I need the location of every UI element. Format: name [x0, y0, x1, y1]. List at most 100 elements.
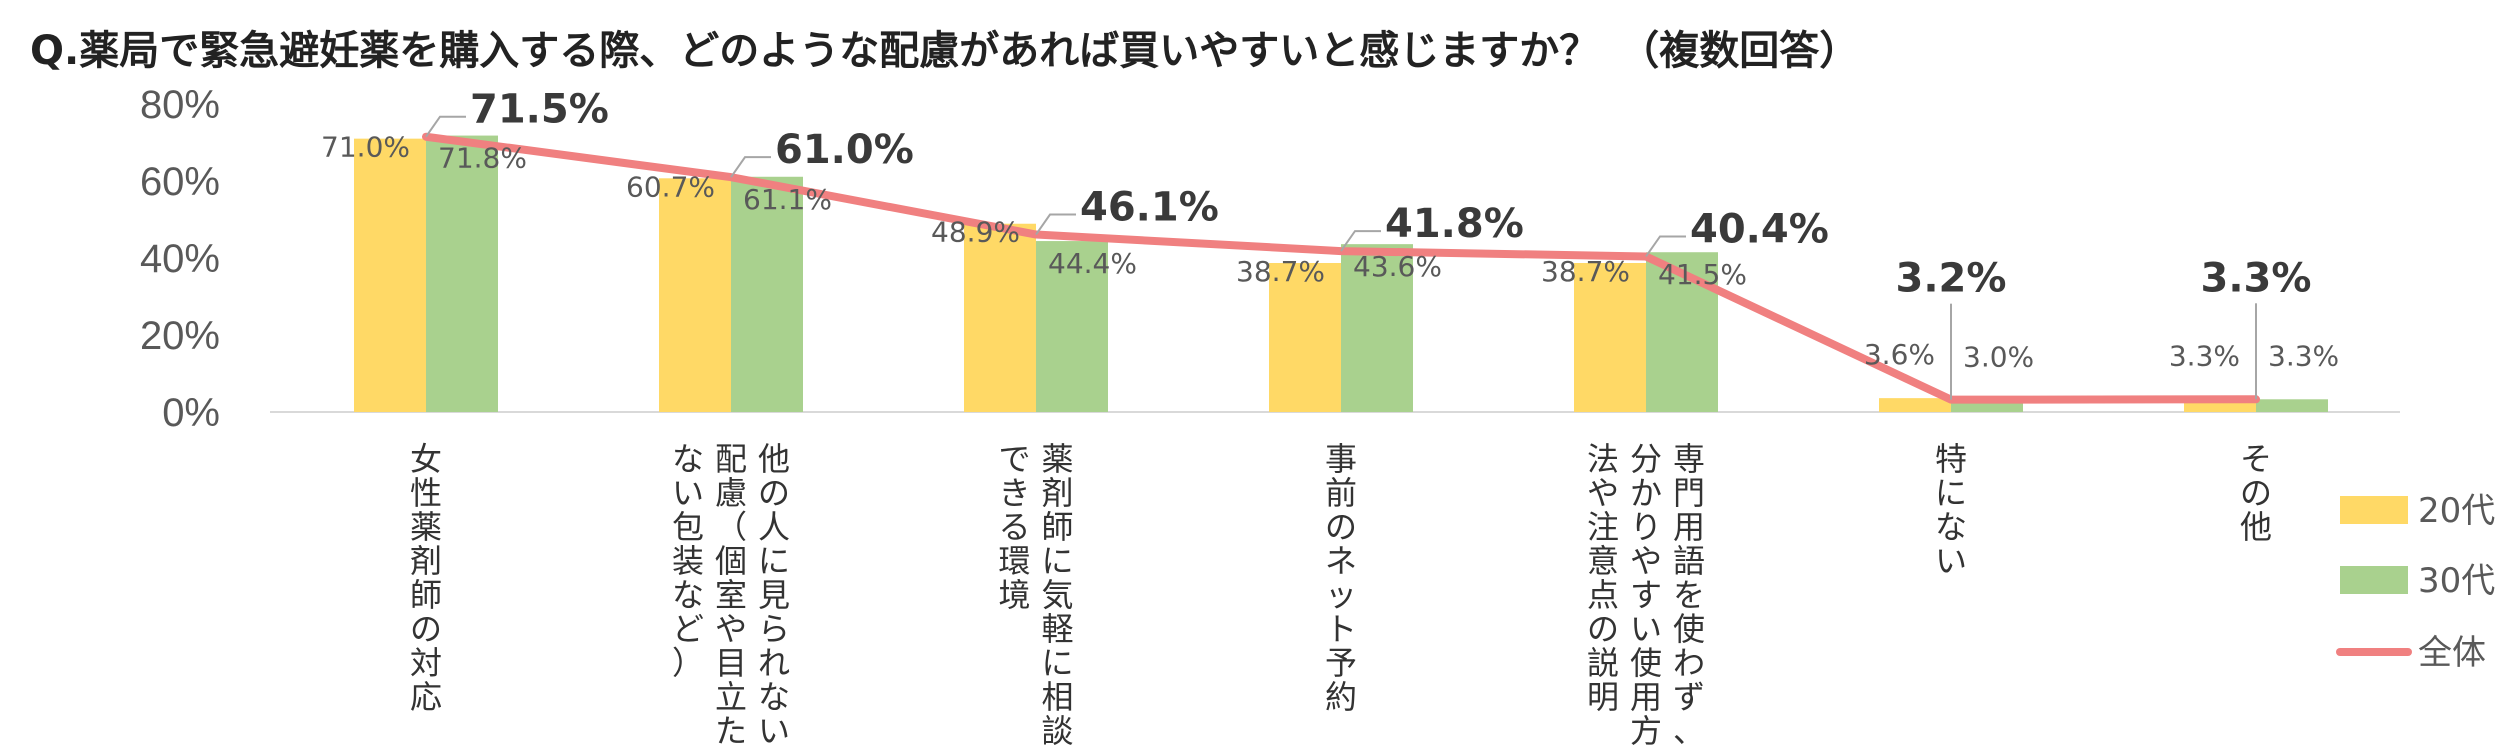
category-char: 約 — [1325, 678, 1357, 716]
bar-20s — [964, 223, 1036, 412]
bar-30s — [1646, 252, 1718, 412]
leader-line — [425, 115, 466, 138]
category-char: い — [1630, 610, 1662, 648]
y-tick-label: 60% — [140, 160, 220, 204]
category-char: な — [758, 678, 790, 716]
category-char: 特 — [1935, 440, 1967, 478]
category-char: な — [1935, 508, 1967, 546]
category-char: （ — [715, 508, 747, 546]
category-char: 配 — [715, 440, 747, 478]
chart-title: Q.薬局で緊急避妊薬を購入する際、どのような配慮があれば買いやすいと感じますか？… — [30, 28, 1860, 74]
category-char: 用 — [1673, 508, 1705, 546]
category-char: 他 — [758, 440, 790, 478]
category-char: 女 — [410, 440, 442, 478]
category-char: 法 — [1587, 440, 1619, 478]
category-char: な — [672, 440, 704, 478]
category-char: 使 — [1673, 610, 1705, 648]
bar-30s — [1036, 241, 1108, 412]
category-char: 見 — [758, 576, 790, 614]
category-char: す — [1630, 576, 1662, 614]
bars — [354, 135, 2328, 412]
category-char: ） — [672, 644, 704, 682]
category-labels: 女性薬剤師の対応他の人に見られない配慮（個室や目立たない包装など）薬剤師に気軽に… — [410, 440, 2272, 750]
category-char: 事 — [1325, 440, 1357, 478]
category-char: の — [410, 610, 442, 648]
bar-label-20s: 3.3% — [2169, 339, 2240, 372]
category-char: そ — [2240, 440, 2272, 478]
bar-label-20s: 38.7% — [1236, 255, 1325, 288]
bar-30s — [426, 135, 498, 412]
leader-line — [1645, 235, 1686, 258]
bar-label-30s: 41.5% — [1658, 258, 1747, 291]
category-char: や — [1587, 474, 1619, 512]
y-tick-label: 80% — [140, 83, 220, 127]
category-char: 慮 — [715, 474, 747, 512]
total-label: 40.4% — [1690, 206, 1829, 252]
leader-line — [730, 156, 771, 178]
category-char: 相 — [1041, 678, 1073, 716]
category-char: 方 — [1630, 712, 1662, 750]
category-char: た — [715, 712, 747, 750]
category-char: 室 — [715, 576, 747, 614]
category-char: の — [2240, 474, 2272, 512]
category-char: り — [1630, 508, 1662, 546]
category-char: に — [1935, 474, 1967, 512]
bar-label-30s: 71.8% — [438, 142, 527, 175]
category-char: 点 — [1587, 576, 1619, 614]
bar-label-30s: 43.6% — [1353, 250, 1442, 283]
category-char: 応 — [410, 678, 442, 716]
y-tick-label: 20% — [140, 314, 220, 358]
category-char: ず — [1673, 678, 1705, 716]
bar-30s — [1341, 244, 1413, 412]
category-char: 剤 — [410, 542, 442, 580]
category-char: に — [758, 542, 790, 580]
bar-30s — [1951, 400, 2023, 412]
bar-30s — [731, 176, 803, 412]
category-char: い — [1935, 542, 1967, 580]
category-char: い — [672, 474, 704, 512]
category-char: 薬 — [1041, 440, 1073, 478]
category-char: の — [758, 474, 790, 512]
category-char: ど — [672, 610, 704, 648]
bar-label-30s: 3.0% — [1963, 340, 2034, 373]
total-label: 41.8% — [1385, 201, 1524, 247]
category-char: ッ — [1325, 576, 1357, 614]
category-char: 環 — [998, 542, 1030, 580]
leader-line — [1340, 230, 1381, 252]
category-char: 目 — [715, 644, 747, 682]
category-char: の — [1325, 508, 1357, 546]
category-char: 剤 — [1041, 474, 1073, 512]
category-char: き — [998, 474, 1030, 512]
y-axis: 0% 20% 40% 60% 80% — [140, 83, 2400, 435]
bar-30s — [2256, 399, 2328, 412]
category-char: 説 — [1587, 644, 1619, 682]
bar-20s — [354, 138, 426, 412]
category-char: 明 — [1587, 678, 1619, 716]
y-tick-label: 0% — [162, 391, 220, 435]
bar-label-20s: 60.7% — [626, 170, 715, 203]
legend-swatch-20s — [2340, 496, 2408, 524]
category-char: 個 — [715, 542, 747, 580]
category-label-column: その他 — [2240, 440, 2272, 546]
category-char: ネ — [1325, 542, 1357, 580]
legend-label-total: 全体 — [2418, 633, 2486, 673]
category-char: い — [758, 712, 790, 750]
category-char: を — [1673, 576, 1705, 614]
category-char: 意 — [1587, 542, 1619, 580]
category-char: ト — [1325, 610, 1357, 648]
category-char: わ — [1673, 644, 1705, 682]
bar-label-30s: 44.4% — [1048, 247, 1137, 280]
category-char: 師 — [1041, 508, 1073, 546]
y-tick-label: 40% — [140, 237, 220, 281]
bar-label-20s: 48.9% — [931, 216, 1020, 249]
